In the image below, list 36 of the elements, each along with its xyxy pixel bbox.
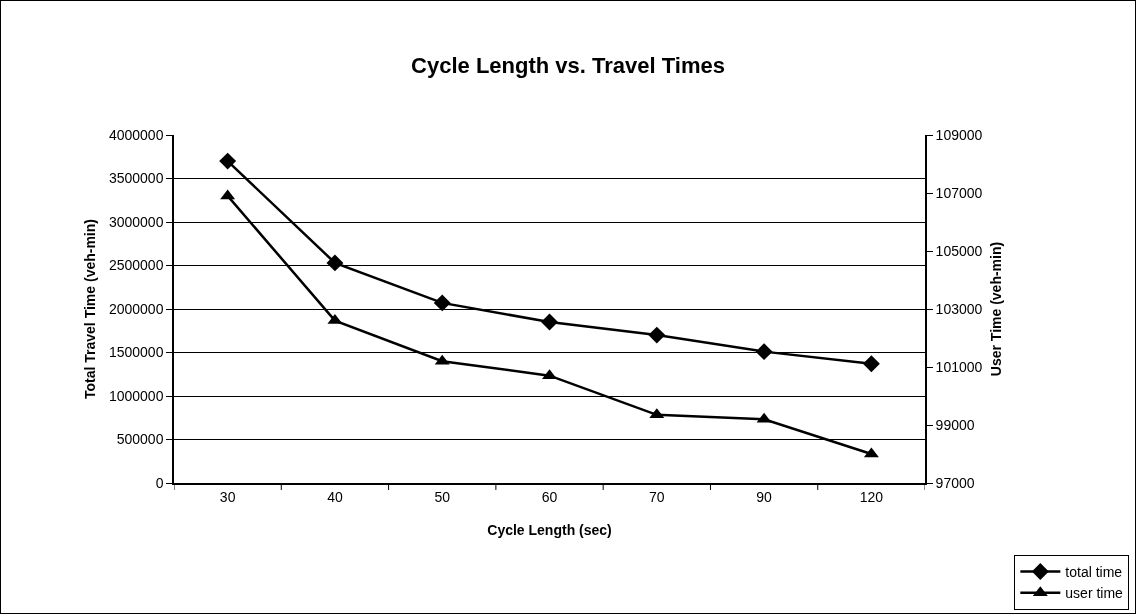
- point: [862, 355, 880, 373]
- x-axis-title: Cycle Length (sec): [487, 522, 612, 539]
- y2-tick-label: 107000: [935, 184, 983, 201]
- y-tick-label: 0: [155, 474, 164, 491]
- y2-tick-label: 97000: [935, 474, 975, 491]
- y-tick-label: 500000: [116, 431, 164, 448]
- y2-axis-title: User Time (veh-min): [988, 241, 1005, 377]
- x-tick-label: 70: [649, 488, 665, 505]
- point: [755, 343, 773, 361]
- y-tick-label: 4000000: [108, 126, 164, 143]
- x-tick-label: 40: [327, 488, 343, 505]
- y2-tick-label: 103000: [935, 300, 983, 317]
- x-tick-label: 30: [219, 488, 236, 505]
- y-tick-label: 1000000: [108, 387, 164, 404]
- chart-title: Cycle Length vs. Travel Times: [411, 52, 725, 78]
- y2-tick-label: 99000: [935, 416, 975, 433]
- x-tick-label: 120: [859, 488, 884, 505]
- legend-label: total time: [1065, 564, 1123, 580]
- y-tick-label: 3500000: [108, 170, 164, 187]
- point: [648, 326, 666, 344]
- point: [219, 152, 237, 170]
- point: [541, 313, 558, 331]
- x-tick-label: 60: [541, 488, 558, 505]
- legend-label: user time: [1065, 585, 1124, 602]
- y2-tick-label: 101000: [935, 358, 983, 375]
- y2-tick-label: 105000: [935, 242, 983, 259]
- y-tick-label: 1500000: [108, 344, 164, 361]
- x-tick-label: 50: [434, 488, 451, 505]
- y-tick-label: 2500000: [108, 257, 164, 274]
- y-tick-label: 2000000: [108, 300, 164, 317]
- x-tick-label: 90: [756, 488, 773, 505]
- y2-tick-label: 109000: [935, 126, 983, 143]
- y-axis-title: Total Travel Time (veh-min): [82, 219, 99, 399]
- point: [433, 294, 451, 312]
- point: [326, 254, 344, 272]
- y-tick-label: 3000000: [108, 213, 164, 230]
